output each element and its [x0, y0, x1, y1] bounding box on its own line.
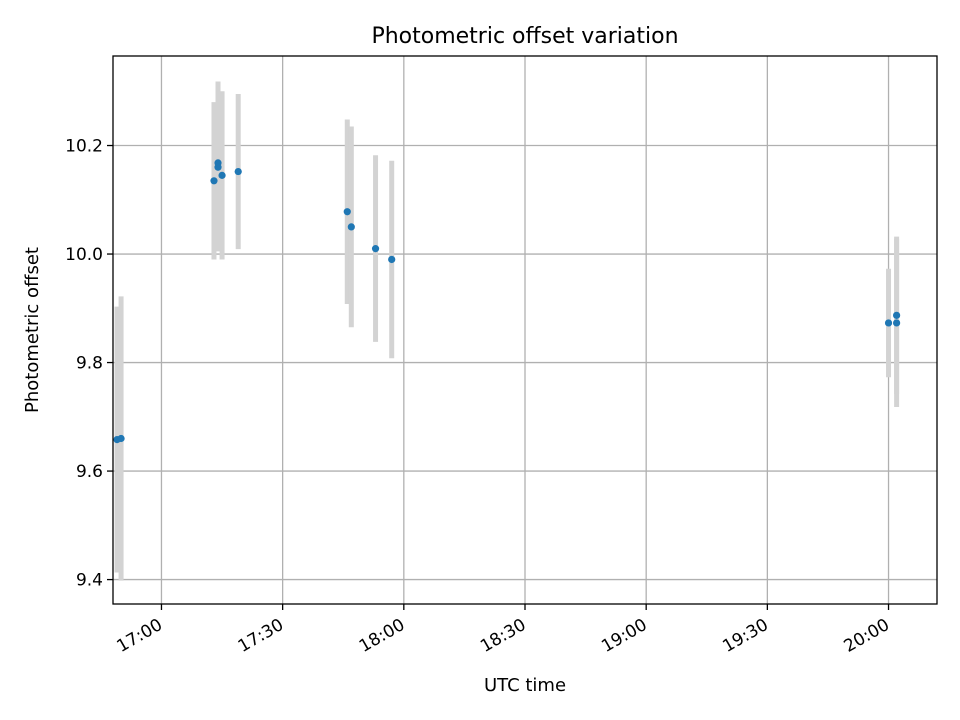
y-axis: 9.4 9.6 9.8 10.0 10.2 [65, 137, 113, 591]
grid [113, 56, 937, 604]
x-tick-label: 19:00 [598, 615, 650, 657]
y-tick-label: 9.6 [76, 462, 103, 482]
data-point [884, 319, 893, 327]
x-tick-label: 18:30 [477, 615, 529, 657]
y-tick-label: 9.4 [76, 571, 103, 591]
x-tick-label: 17:00 [114, 615, 166, 657]
y-axis-label: Photometric offset [22, 247, 43, 413]
data-point [214, 163, 222, 171]
data-point [343, 208, 351, 216]
data-point [347, 223, 355, 231]
data-point [893, 319, 901, 327]
data-point [893, 311, 901, 319]
y-tick-label: 10.0 [65, 245, 103, 265]
x-axis-label: UTC time [484, 675, 566, 696]
x-tick-label: 18:00 [356, 615, 408, 657]
data-point [117, 434, 125, 443]
x-tick-label: 17:30 [235, 615, 287, 657]
x-axis: 17:00 17:30 18:00 18:30 19:00 19:30 20:00 [114, 604, 893, 657]
data-point [388, 255, 396, 264]
data-point [218, 171, 226, 179]
x-tick-label: 20:00 [841, 615, 893, 657]
y-tick-label: 10.2 [65, 137, 103, 157]
data-point [234, 167, 242, 176]
chart-title: Photometric offset variation [371, 24, 678, 49]
data-points [113, 159, 901, 444]
x-tick-label: 19:30 [719, 615, 771, 657]
data-point [210, 177, 218, 185]
data-point [371, 245, 380, 253]
y-tick-label: 9.8 [76, 354, 103, 374]
